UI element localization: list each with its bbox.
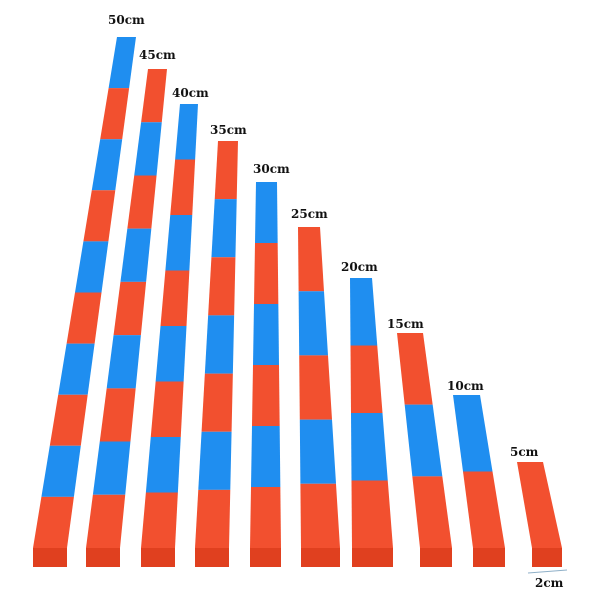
rod-segment <box>108 37 136 89</box>
rod-5cm <box>517 462 562 567</box>
rod-end-face <box>141 548 175 567</box>
rod-segment <box>141 492 178 548</box>
rod-segment <box>150 381 184 437</box>
rod-segment <box>165 215 193 271</box>
rod-25cm <box>298 227 340 567</box>
rod-end-face <box>250 548 281 567</box>
rod-10cm <box>453 395 505 567</box>
rod-segment <box>201 373 233 432</box>
rod-segment <box>299 355 332 420</box>
rod-label-15: 15cm <box>387 317 424 331</box>
rod-segment <box>92 441 131 495</box>
rod-end-face <box>532 548 562 567</box>
rod-segment <box>75 241 109 293</box>
rod-label-45: 45cm <box>139 48 176 62</box>
rod-end-face <box>195 548 229 567</box>
rod-segment <box>141 69 167 123</box>
rod-segment <box>100 88 130 140</box>
rod-segment <box>253 304 279 365</box>
rod-label-20: 20cm <box>341 260 378 274</box>
rod-end-face <box>420 548 452 567</box>
rod-segment <box>175 104 198 160</box>
rod-end-face <box>33 548 67 567</box>
rod-segment <box>204 315 235 374</box>
rod-segment <box>170 159 196 215</box>
rod-segment <box>33 496 74 548</box>
rod-label-5: 5cm <box>510 445 539 459</box>
rod-segment <box>463 471 505 548</box>
rod-20cm <box>350 278 393 567</box>
rod-segment <box>300 483 340 548</box>
rod-label-25: 25cm <box>291 207 328 221</box>
rod-segment <box>86 494 126 548</box>
rod-segment <box>299 419 336 484</box>
rod-segment <box>254 243 279 304</box>
rod-segment <box>66 292 102 344</box>
rod-segment <box>145 437 181 493</box>
rod-40cm <box>141 104 198 567</box>
rod-segment <box>208 257 236 316</box>
rod-30cm <box>250 182 281 567</box>
rod-segment <box>83 190 116 242</box>
rod-segment <box>91 139 123 191</box>
rod-segment <box>351 480 393 548</box>
rod-segment <box>195 489 231 548</box>
rod-label-10: 10cm <box>447 379 484 393</box>
width-dimension-line <box>527 569 568 574</box>
rod-35cm <box>195 141 238 567</box>
rod-end-face <box>301 548 340 567</box>
rod-segment <box>155 326 187 382</box>
rod-end-face <box>352 548 393 567</box>
rod-segment <box>351 413 388 481</box>
rod-segment <box>160 270 190 326</box>
rod-label-30: 30cm <box>253 162 290 176</box>
rod-50cm <box>33 37 136 567</box>
rod-segment <box>350 345 383 413</box>
rod-segment <box>99 388 136 442</box>
rod-segment <box>453 395 493 472</box>
rod-label-50: 50cm <box>108 13 145 27</box>
rod-segment <box>134 122 162 176</box>
rod-15cm <box>397 333 452 567</box>
rod-end-face <box>86 548 120 567</box>
rod-end-face <box>473 548 505 567</box>
rod-segment <box>251 426 281 487</box>
rod-segment <box>214 141 238 200</box>
rod-segment <box>41 445 81 497</box>
rod-segment <box>106 335 141 389</box>
rod-45cm <box>86 69 167 567</box>
rod-segment <box>250 487 281 548</box>
rod-segment <box>397 333 433 405</box>
width-label: 2cm <box>535 576 564 590</box>
rod-segment <box>127 175 157 229</box>
rod-label-40: 40cm <box>172 86 209 100</box>
rod-segment <box>120 228 152 282</box>
rod-segment <box>412 476 452 548</box>
rod-segment <box>298 291 328 356</box>
rod-segment <box>255 182 278 243</box>
rod-segment <box>298 227 324 292</box>
rod-segment <box>198 431 232 490</box>
rod-segment <box>58 343 95 395</box>
rod-segment <box>517 462 562 548</box>
rod-segment <box>404 404 443 477</box>
rod-label-35: 35cm <box>210 123 247 137</box>
rod-segment <box>252 365 280 426</box>
rod-segment <box>211 199 237 258</box>
rod-segment <box>49 394 88 446</box>
rod-segment <box>113 281 147 336</box>
rod-segment <box>350 278 378 346</box>
